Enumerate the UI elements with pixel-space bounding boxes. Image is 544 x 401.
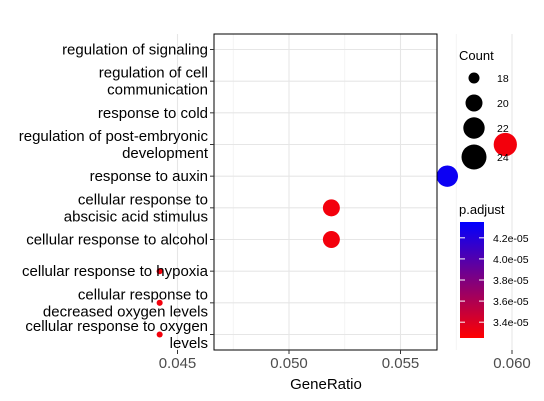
size-legend-key: [468, 72, 480, 84]
data-point: [156, 299, 163, 306]
size-legend-label: 18: [497, 73, 509, 85]
x-tick-label: 0.055: [382, 355, 420, 372]
data-point: [322, 231, 340, 248]
plot-area: 0.045 0.050 0.055 0.060 regulation of signal…: [19, 33, 531, 372]
colorbar-tick-label: 3.6e-05: [493, 296, 529, 308]
y-tick-label: regulation of cell communication: [99, 65, 208, 99]
x-tick-label: 0.045: [159, 355, 197, 372]
panel-border: [213, 33, 438, 351]
y-tick-label: cellular response to alcohol: [26, 232, 208, 249]
size-legend-label: 20: [497, 98, 509, 110]
data-point: [156, 268, 163, 275]
size-legend-key: [463, 117, 485, 139]
x-tick-label: 0.060: [493, 355, 531, 372]
data-point: [493, 132, 517, 157]
colorbar-tick-label: 3.4e-05: [493, 317, 529, 329]
data-point: [322, 199, 340, 217]
size-legend-label: 22: [497, 123, 509, 135]
plot-panel: [214, 34, 437, 350]
y-tick-label: cellular response to decreased oxygen lev…: [43, 286, 208, 320]
y-tick-label: response to auxin: [90, 168, 208, 185]
y-tick-label: regulation of signaling: [62, 42, 208, 59]
size-legend-key: [465, 94, 483, 112]
size-legend-key: [461, 144, 487, 170]
y-tick-label: response to cold: [98, 105, 208, 122]
data-point: [436, 165, 459, 187]
x-axis-title: GeneRatio: [290, 376, 362, 393]
colorbar-tick-label: 3.8e-05: [493, 275, 529, 287]
data-point: [156, 331, 163, 338]
y-tick-label: regulation of post-embryonic development: [19, 128, 209, 162]
color-legend-title: p.adjust: [459, 202, 505, 217]
y-tick-label: cellular response to abscisic acid stimul…: [64, 191, 208, 225]
y-tick-label: cellular response to oxygen levels: [25, 318, 208, 352]
colorbar-tick-label: 4.0e-05: [493, 254, 529, 266]
x-tick-label: 0.050: [270, 355, 308, 372]
y-tick-label: cellular response to hypoxia: [22, 263, 209, 280]
colorbar-tick-label: 4.2e-05: [493, 233, 529, 245]
size-legend-title: Count: [459, 48, 494, 63]
size-legend-label: 24: [497, 152, 509, 164]
